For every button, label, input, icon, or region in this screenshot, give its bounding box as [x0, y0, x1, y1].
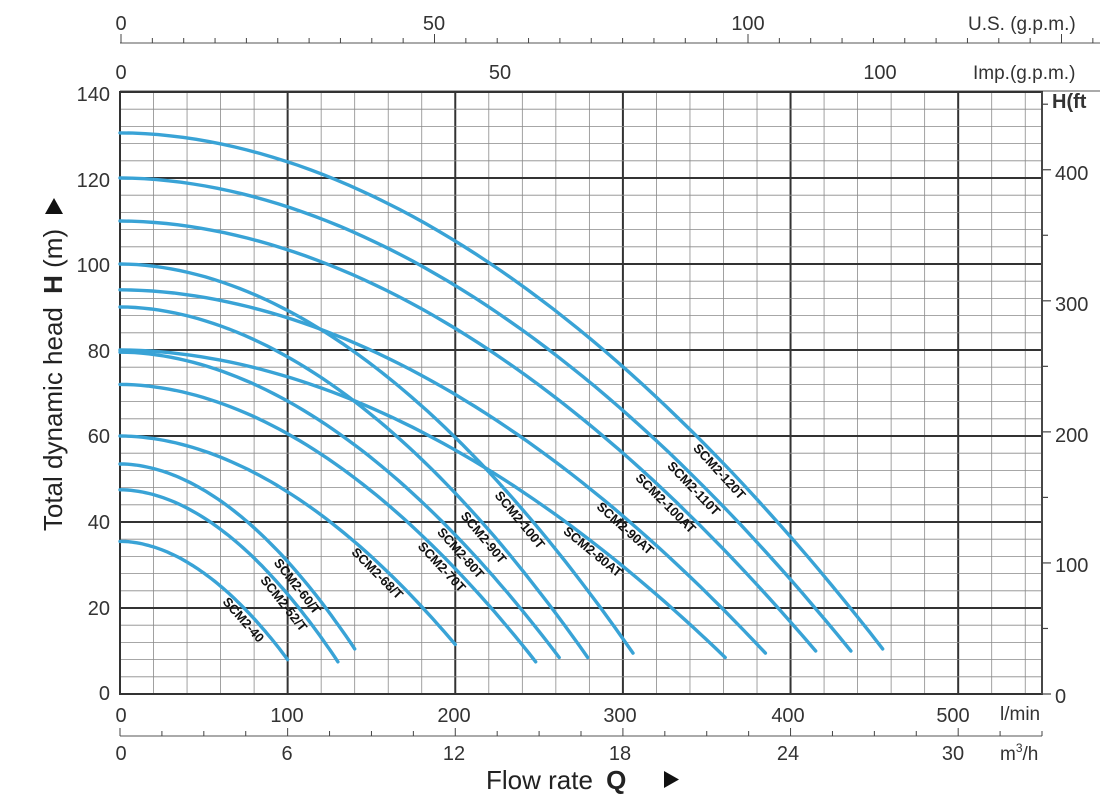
y-tick-label: 140: [77, 84, 110, 106]
curve-label: SCM2-40: [220, 594, 268, 645]
plot-grid: [119, 91, 1043, 695]
x-tick-label: 100: [270, 705, 303, 727]
right-axis-feet: H(ft 0 100 200 300 400: [1041, 91, 1088, 708]
y-tick-label: 100: [77, 255, 110, 277]
y-axis-tick-labels: 0 20 40 60 80 100 120 140: [77, 84, 110, 705]
plot-frame: [119, 91, 1043, 695]
x-tick-label: 200: [437, 705, 470, 727]
us-gpm-scale: 0 50 100 U.S. (g.p.m.): [115, 13, 1100, 44]
us-tick-label-50: 50: [423, 13, 445, 35]
us-tick-label-100: 100: [731, 13, 764, 35]
imp-tick-label-0: 0: [115, 62, 126, 84]
curve-scm2-70t: [118, 382, 538, 664]
x-axis-arrow-icon: [664, 771, 679, 788]
curve-scm2-80at: [118, 348, 727, 660]
curve-scm2-68-t: [118, 434, 457, 647]
curve-scm2-40: [118, 539, 290, 662]
right-tick-label-200: 200: [1055, 425, 1088, 447]
curve-label: SCM2-80AT: [561, 523, 626, 580]
x-tick-label: 400: [771, 705, 804, 727]
y-tick-label: 60: [88, 426, 110, 448]
curve-scm2-90at: [118, 288, 768, 655]
y-tick-label: 120: [77, 170, 110, 192]
right-tick-label-400: 400: [1055, 163, 1088, 185]
performance-curves: [118, 131, 885, 664]
right-axis-ticks: [1042, 103, 1051, 695]
right-tick-label-300: 300: [1055, 294, 1088, 316]
x-unit-m3h-tail: /h: [1023, 744, 1039, 765]
curve-scm2-60-t: [118, 462, 357, 651]
x-axis-m3h: 0 6 12 18 24 30 m3/h: [115, 728, 1043, 765]
right-tick-label-0: 0: [1055, 686, 1066, 708]
m3h-tick-label: 30: [942, 743, 964, 765]
us-gpm-ticks: [120, 34, 1094, 43]
x-axis-lmin: 0 100 200 300 400 500 l/min: [115, 704, 1040, 727]
y-tick-label: 40: [88, 512, 110, 534]
svg-text:Total dynamic head H: Total dynamic head H (m): [38, 229, 68, 531]
x-axis-title-text: Flow rate: [486, 765, 593, 795]
us-gpm-unit-label: U.S. (g.p.m.): [968, 14, 1076, 35]
y-axis-arrow-icon: [45, 198, 63, 214]
x-tick-label: 0: [115, 705, 126, 727]
curve-scm2-80t: [118, 350, 561, 660]
x-unit-m3h: m3/h: [1000, 741, 1038, 765]
x-unit-m3h-sup: 3: [1016, 741, 1023, 755]
x-axis-title: Flow rate Q: [486, 765, 679, 795]
m3h-axis-ticks: [119, 728, 1043, 736]
x-tick-label: 500: [936, 705, 969, 727]
right-axis-unit-label: H(ft: [1052, 91, 1087, 113]
y-axis-title-unit: (m): [38, 229, 68, 268]
y-tick-label: 20: [88, 598, 110, 620]
y-axis-title-text: Total dynamic head: [38, 307, 68, 531]
svg-text:Flow rate Q: Flow rate Q: [486, 765, 626, 795]
right-tick-label-100: 100: [1055, 555, 1088, 577]
curve-scm2-52-t: [118, 488, 340, 664]
m3h-tick-label: 6: [281, 743, 292, 765]
imp-tick-label-50: 50: [489, 62, 511, 84]
imp-gpm-unit-label: Imp.(g.p.m.): [973, 63, 1075, 84]
x-unit-lmin: l/min: [1000, 704, 1040, 725]
m3h-tick-label: 24: [777, 743, 799, 765]
curve-scm2-100at: [118, 219, 818, 653]
m3h-tick-label: 18: [609, 743, 631, 765]
imp-tick-label-100: 100: [863, 62, 896, 84]
x-unit-m3h-base: m: [1000, 744, 1016, 765]
imp-gpm-scale: 0 50 100 Imp.(g.p.m.): [115, 62, 1100, 92]
y-axis-title-symbol: H: [38, 275, 68, 294]
y-tick-label: 80: [88, 341, 110, 363]
y-axis-title: Total dynamic head H (m): [38, 229, 68, 531]
m3h-tick-label: 0: [115, 743, 126, 765]
x-tick-label: 300: [603, 705, 636, 727]
y-tick-label: 0: [99, 683, 110, 705]
curve-scm2-100t: [118, 262, 635, 655]
curve-scm2-110t: [118, 176, 853, 653]
us-tick-label-0: 0: [115, 13, 126, 35]
m3h-tick-label: 12: [443, 743, 465, 765]
curve-scm2-120t: [118, 131, 885, 651]
x-axis-title-symbol: Q: [606, 765, 626, 795]
